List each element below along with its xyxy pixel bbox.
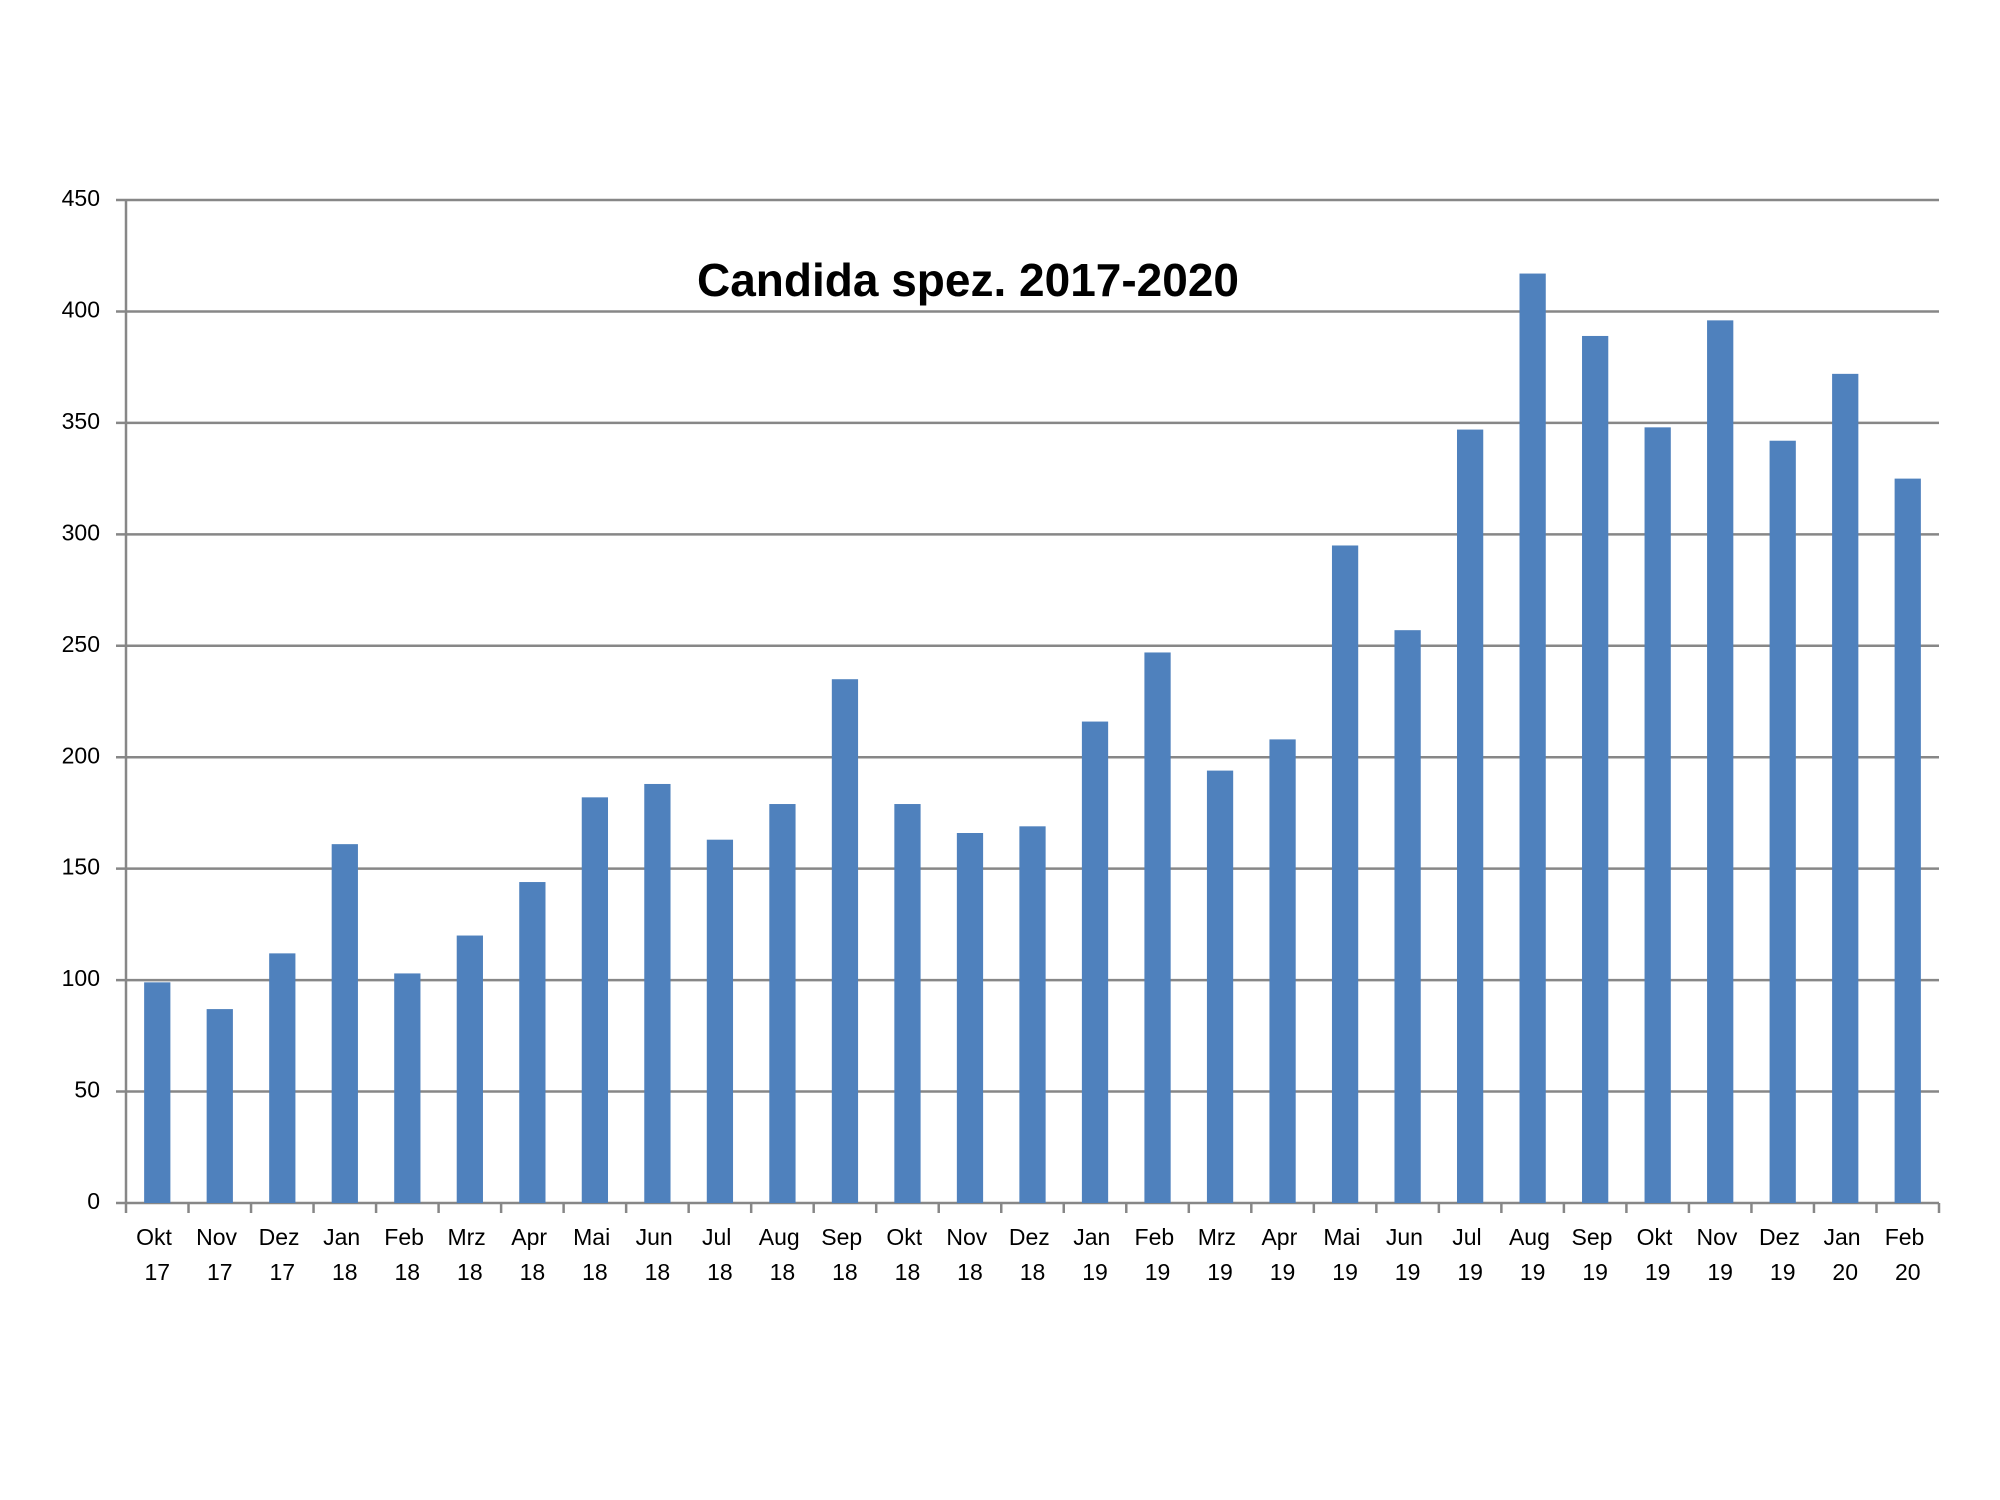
bar [1456, 429, 1484, 1203]
x-tick-label: Feb 20 [1885, 1224, 1931, 1285]
x-tick-label: Jan 18 [323, 1224, 366, 1285]
bar [831, 679, 859, 1203]
x-tick-label: Jun 18 [636, 1224, 679, 1285]
x-tick-label: Mai 18 [573, 1224, 616, 1285]
bar [144, 982, 171, 1203]
x-tick-label: Dez 17 [259, 1224, 306, 1285]
x-tick-label: Mai 19 [1323, 1224, 1366, 1285]
bar [1081, 721, 1109, 1203]
bar [269, 953, 296, 1203]
y-tick-label: 200 [62, 742, 100, 768]
bar [1331, 545, 1359, 1203]
x-tick-label: Nov 19 [1697, 1224, 1744, 1285]
bar [956, 833, 984, 1203]
bar [1206, 770, 1234, 1203]
bar [1707, 320, 1734, 1203]
x-tick-label: Okt 17 [136, 1224, 178, 1285]
y-tick-label: 50 [74, 1077, 100, 1103]
y-tick-label: 150 [62, 854, 100, 880]
bar [1582, 335, 1609, 1203]
x-tick-label: Jun 19 [1386, 1224, 1429, 1285]
bar [456, 935, 483, 1203]
bar [706, 839, 734, 1203]
bar [1832, 373, 1859, 1203]
x-tick-label: Feb 18 [384, 1224, 430, 1285]
x-tick-label: Sep 18 [821, 1224, 868, 1285]
bar [206, 1009, 233, 1203]
bar [1394, 630, 1421, 1203]
x-tick-label: Okt 19 [1637, 1224, 1679, 1285]
x-tick-label: Dez 19 [1759, 1224, 1806, 1285]
x-tick-label: Okt 18 [886, 1224, 928, 1285]
x-tick-label: Sep 19 [1571, 1224, 1618, 1285]
x-tick-label: Jan 19 [1073, 1224, 1116, 1285]
x-tick-label: Nov 18 [946, 1224, 993, 1285]
bar [894, 804, 921, 1203]
x-tick-label: Apr 18 [511, 1224, 553, 1285]
bar [519, 882, 546, 1203]
x-tick-label: Jul 18 [702, 1224, 738, 1285]
y-tick-label: 350 [62, 408, 100, 434]
bar [644, 783, 671, 1203]
x-tick-label: Aug 18 [759, 1224, 806, 1285]
bar [1894, 478, 1921, 1204]
bar [331, 844, 358, 1203]
x-tick-label: Feb 19 [1135, 1224, 1181, 1285]
bar [581, 797, 609, 1203]
chart-title: Candida spez. 2017-2020 [697, 254, 1239, 306]
x-tick-label: Aug 19 [1509, 1224, 1556, 1285]
x-tick-label: Jan 20 [1823, 1224, 1866, 1285]
y-tick-label: 100 [62, 965, 100, 991]
x-tick-label: Nov 17 [196, 1224, 243, 1285]
x-tick-label: Mrz 19 [1198, 1224, 1243, 1285]
x-tick-label: Apr 19 [1261, 1224, 1303, 1285]
y-tick-label: 400 [62, 297, 100, 323]
y-tick-label: 450 [62, 185, 100, 211]
y-tick-label: 0 [87, 1188, 100, 1214]
bar [1644, 427, 1671, 1203]
x-tick-label: Jul 19 [1452, 1224, 1488, 1285]
x-tick-label: Dez 18 [1009, 1224, 1056, 1285]
y-tick-label: 250 [62, 631, 100, 657]
bar [1769, 440, 1796, 1204]
bar [1144, 652, 1171, 1203]
bar [1519, 273, 1546, 1203]
bar [1269, 739, 1296, 1203]
x-tick-label: Mrz 18 [447, 1224, 492, 1285]
bar [1019, 826, 1046, 1203]
y-tick-label: 300 [62, 519, 100, 545]
bar [769, 804, 796, 1203]
bar [394, 973, 421, 1203]
